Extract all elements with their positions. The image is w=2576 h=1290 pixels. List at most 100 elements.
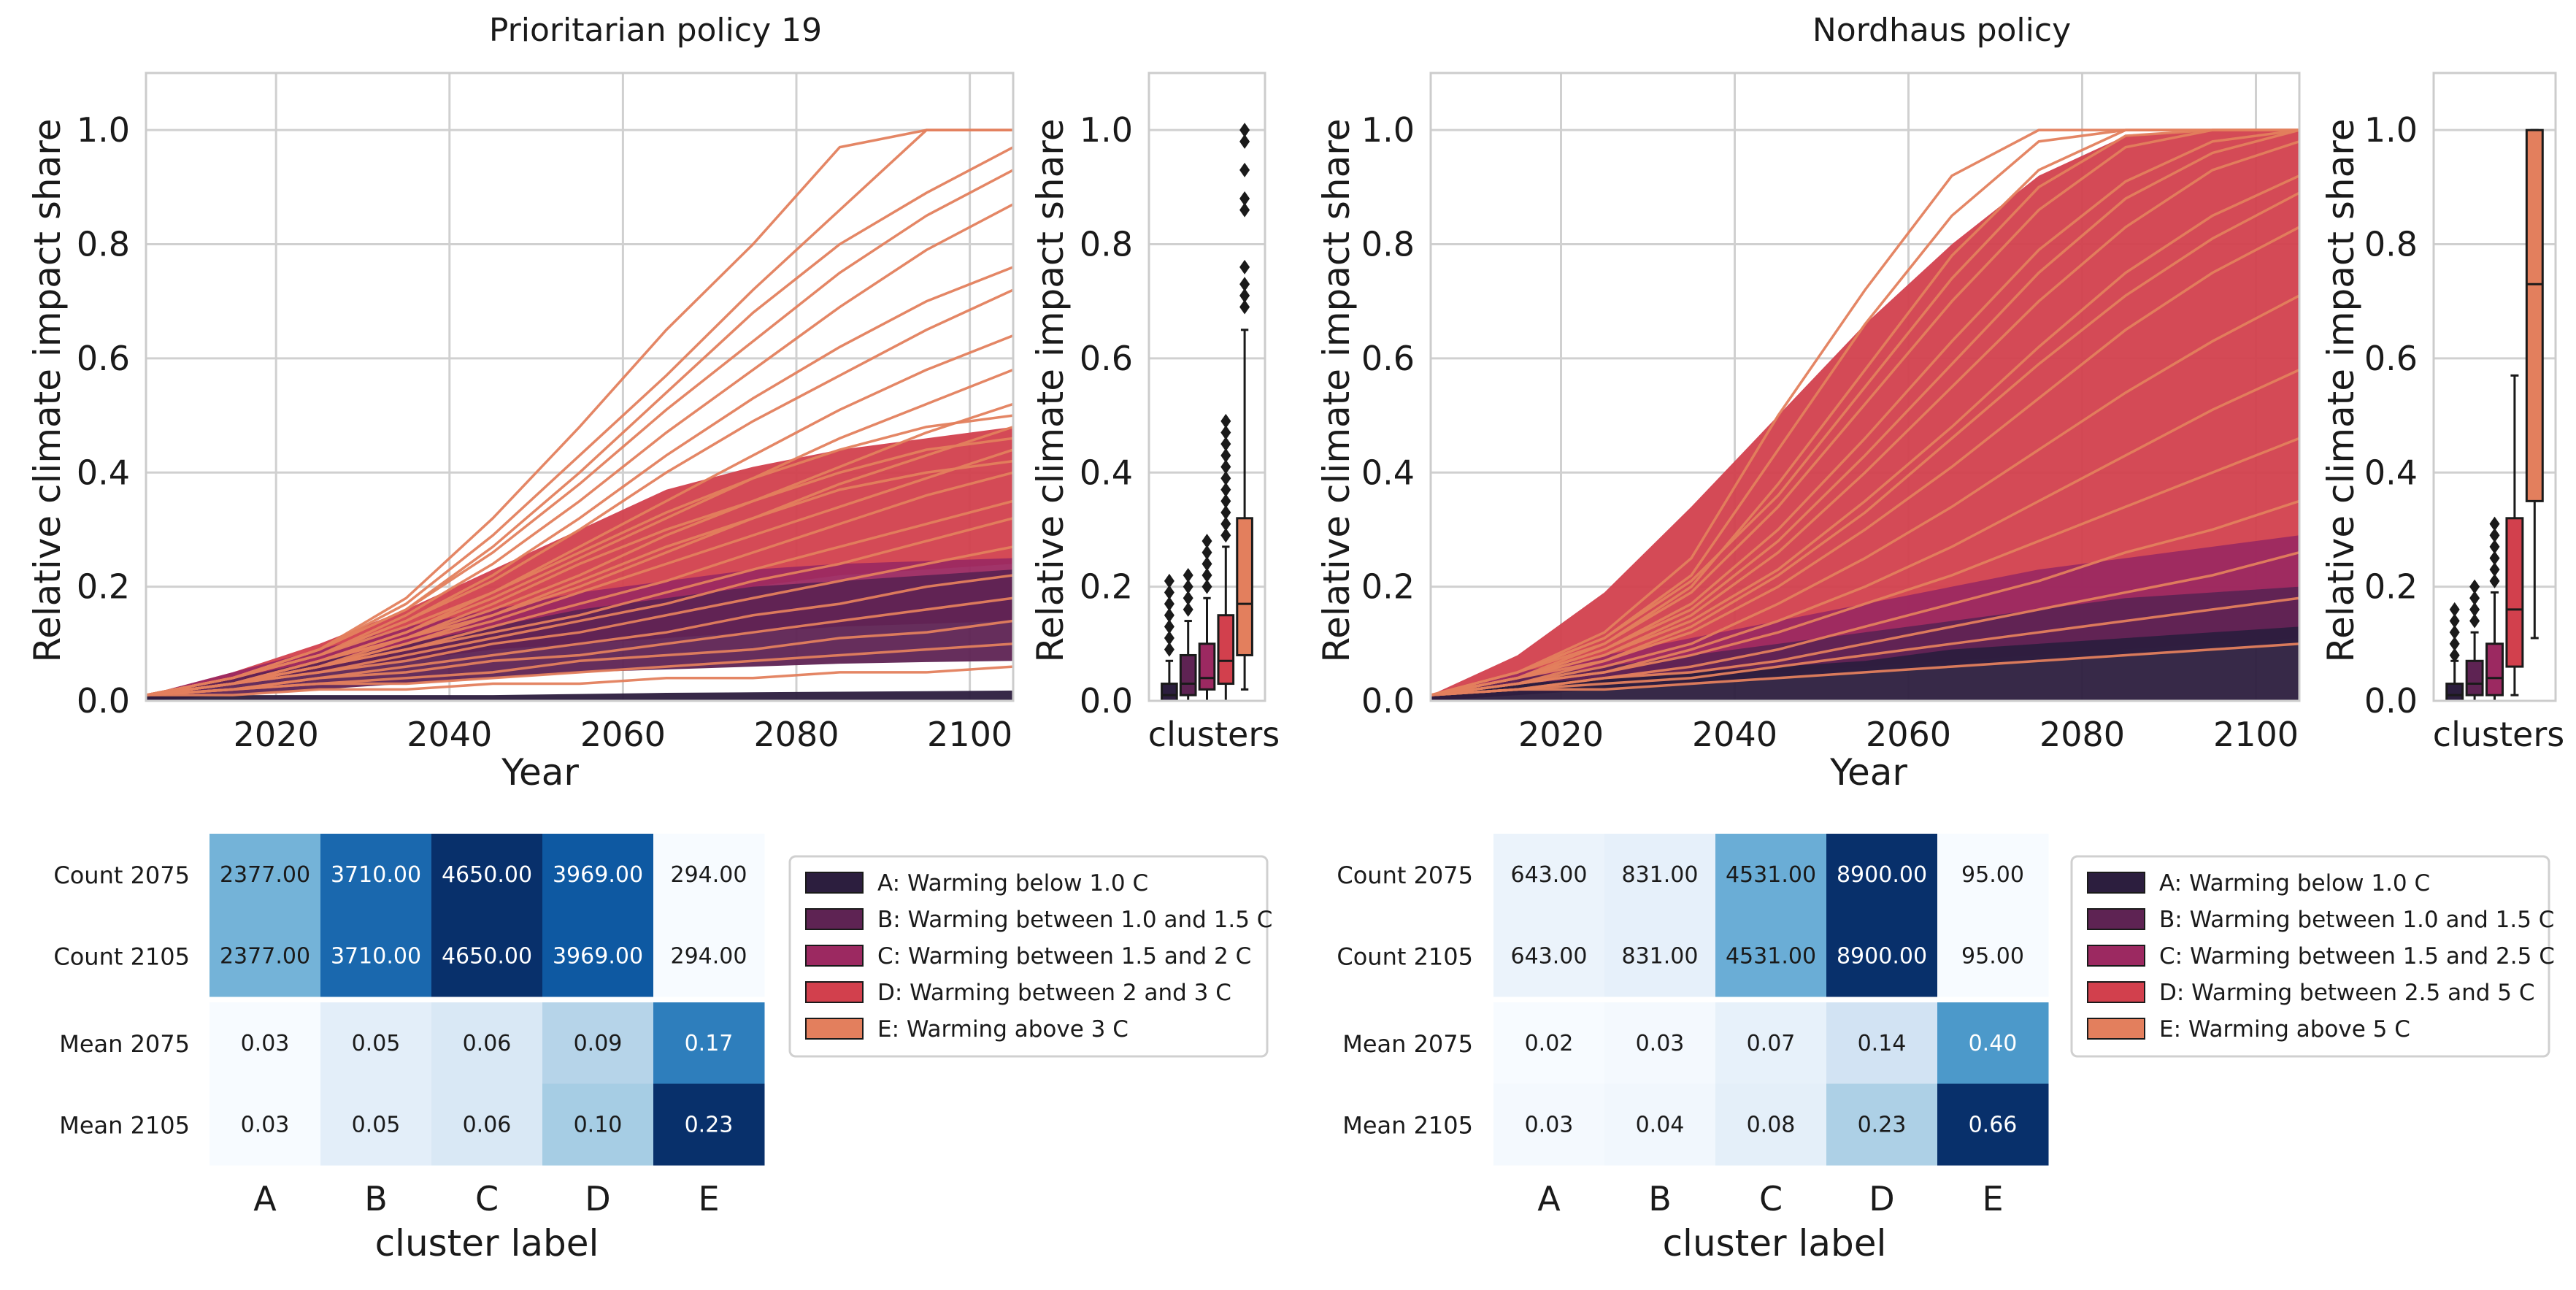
right-box-box-e: [2525, 128, 2544, 640]
right-heatmap-cell: [1715, 915, 1827, 997]
left-lines-scenario-line: [146, 169, 1013, 696]
right-box-flier: [2489, 516, 2500, 531]
right-lines-y-tick-label: 0.0: [1361, 681, 1415, 721]
right-box-flier: [2449, 625, 2460, 640]
left-box-flier: [1183, 579, 1193, 594]
left-heatmap-cell: [542, 834, 654, 915]
right-heatmap-column-label: A: [1537, 1179, 1561, 1218]
left-heatmap-column-label: E: [698, 1179, 719, 1218]
left-heatmap-cell-value: 2377.00: [220, 943, 310, 969]
left-heatmap-cell: [653, 1002, 765, 1084]
left-box-plot: clusters Relative climate impact share 0…: [1029, 72, 1280, 754]
right-heatmap-cell-value: 643.00: [1511, 862, 1588, 888]
right-line-chart: Nordhaus policy Year Relative climate im…: [1315, 12, 2301, 794]
left-heatmap-legend: A: Warming below 1.0 C B: Warming between…: [788, 855, 1272, 1058]
left-y-axis-label: Relative climate impact share: [26, 119, 69, 663]
right-heatmap-cell: [1604, 1083, 1716, 1166]
left-box-y-axis-label: Relative climate impact share: [1029, 119, 1072, 663]
left-box-flier: [1220, 482, 1231, 497]
left-box-flier: [1220, 505, 1231, 520]
right-heatmap-cell-value: 4531.00: [1726, 862, 1816, 888]
right-line-chart-title: Nordhaus policy: [1812, 12, 2071, 49]
left-heatmap-legend-label: B: Warming between 1.0 and 1.5 C: [877, 907, 1272, 933]
left-box-flier: [1239, 259, 1250, 274]
left-heatmap-cell-value: 0.05: [352, 1112, 401, 1137]
right-box-box-d: [2505, 374, 2524, 696]
right-heatmap-cell: [1604, 915, 1716, 997]
right-heatmap-legend-swatch: [2087, 945, 2145, 967]
left-box-flier: [1220, 425, 1231, 440]
left-heatmap-cell: [320, 834, 432, 915]
left-box-flier: [1183, 591, 1193, 606]
left-box-flier: [1220, 528, 1231, 543]
left-heatmap-cell-value: 2377.00: [220, 862, 310, 888]
right-heatmap-cell-value: 4531.00: [1726, 943, 1816, 969]
left-box-box-iqr: [1161, 683, 1178, 702]
left-box-flier: [1239, 299, 1250, 315]
left-heatmap-legend-swatch: [805, 945, 864, 967]
left-box-flier: [1220, 448, 1231, 463]
right-heatmap-cell: [1937, 915, 2049, 997]
right-heatmap-legend-label: B: Warming between 1.0 and 1.5 C: [2159, 907, 2554, 933]
left-box-y-tick-label: 1.0: [1080, 110, 1133, 150]
right-heatmap-legend-swatch: [2087, 908, 2145, 930]
right-lines-scenario-line: [1431, 128, 2299, 696]
right-heatmap-legend: A: Warming below 1.0 C B: Warming between…: [2070, 855, 2555, 1058]
right-box-flier: [2489, 573, 2500, 588]
left-heatmap-cell-value: 3710.00: [331, 862, 421, 888]
right-heatmap-legend-frame: [2070, 855, 2550, 1058]
right-heatmap-cell: [1493, 1002, 1605, 1084]
left-heatmap-cell: [209, 834, 321, 915]
left-lines-x-tick-label: 2100: [927, 715, 1012, 754]
left-heatmap-cell-value: 0.03: [241, 1031, 290, 1056]
left-heatmap-cell: [653, 834, 765, 915]
left-box-flier: [1239, 288, 1250, 303]
left-heatmap-cell: [320, 915, 432, 997]
right-box-box-iqr: [2505, 517, 2524, 668]
left-box-flier: [1239, 202, 1250, 218]
right-heatmap-cell: [1493, 834, 1605, 915]
right-box-y-tick-label: 1.0: [2364, 110, 2418, 150]
right-heatmap-column-label: D: [1869, 1179, 1894, 1218]
right-heatmap-cell-value: 0.07: [1747, 1031, 1796, 1056]
left-box-box-d: [1217, 413, 1235, 702]
left-heatmap-cell: [209, 1083, 321, 1166]
right-heatmap-column-label: E: [1982, 1179, 2003, 1218]
left-box-flier: [1164, 573, 1174, 588]
left-box-box-iqr: [1217, 614, 1235, 686]
left-heatmap-cell-value: 294.00: [671, 943, 747, 969]
left-heatmap-cell-value: 3969.00: [553, 862, 643, 888]
left-box-flier: [1183, 568, 1193, 583]
right-lines-y-tick-label: 0.2: [1361, 567, 1415, 607]
left-box-box-iqr: [1236, 517, 1253, 656]
right-heatmap-legend-label: D: Warming between 2.5 and 5 C: [2159, 980, 2534, 1006]
right-box-flier: [2469, 602, 2480, 617]
left-heatmap-legend-swatch: [805, 981, 864, 1003]
right-heatmap-cell-value: 0.14: [1858, 1031, 1907, 1056]
right-lines-scenario-line: [1431, 128, 2299, 696]
right-heatmap-cell: [1826, 915, 1938, 997]
right-box-flier: [2449, 613, 2460, 629]
left-box-y-tick-label: 0.4: [1080, 453, 1133, 492]
left-heatmap-column-label: A: [253, 1179, 277, 1218]
left-box-box-iqr: [1198, 642, 1216, 691]
right-heatmap-cell-value: 0.02: [1525, 1031, 1574, 1056]
left-lines-scenario-line: [146, 414, 1013, 696]
left-heatmap-x-axis-label: cluster label: [375, 1222, 599, 1264]
right-heatmap-cell: [1715, 1083, 1827, 1166]
right-lines-y-tick-label: 0.6: [1361, 339, 1415, 378]
left-box-y-tick-label: 0.2: [1080, 567, 1133, 607]
right-lines-scenario-line: [1431, 191, 2299, 696]
left-lines-y-tick-label: 1.0: [77, 110, 130, 150]
left-heatmap-cell-value: 0.09: [574, 1031, 623, 1056]
left-box-flier: [1164, 631, 1174, 645]
right-box-plot: clusters Relative climate impact share 0…: [2320, 72, 2564, 754]
left-box-flier: [1202, 534, 1212, 549]
right-lines-scenario-line: [1431, 642, 2299, 696]
left-lines-plot-area: [146, 128, 1013, 701]
left-heatmap-row-label: Count 2075: [53, 861, 190, 889]
left-box-flier: [1164, 619, 1174, 634]
left-box-flier: [1202, 556, 1212, 572]
right-heatmap: cluster label Count 2075 643.00 831.00 4531…: [1337, 834, 2555, 1264]
